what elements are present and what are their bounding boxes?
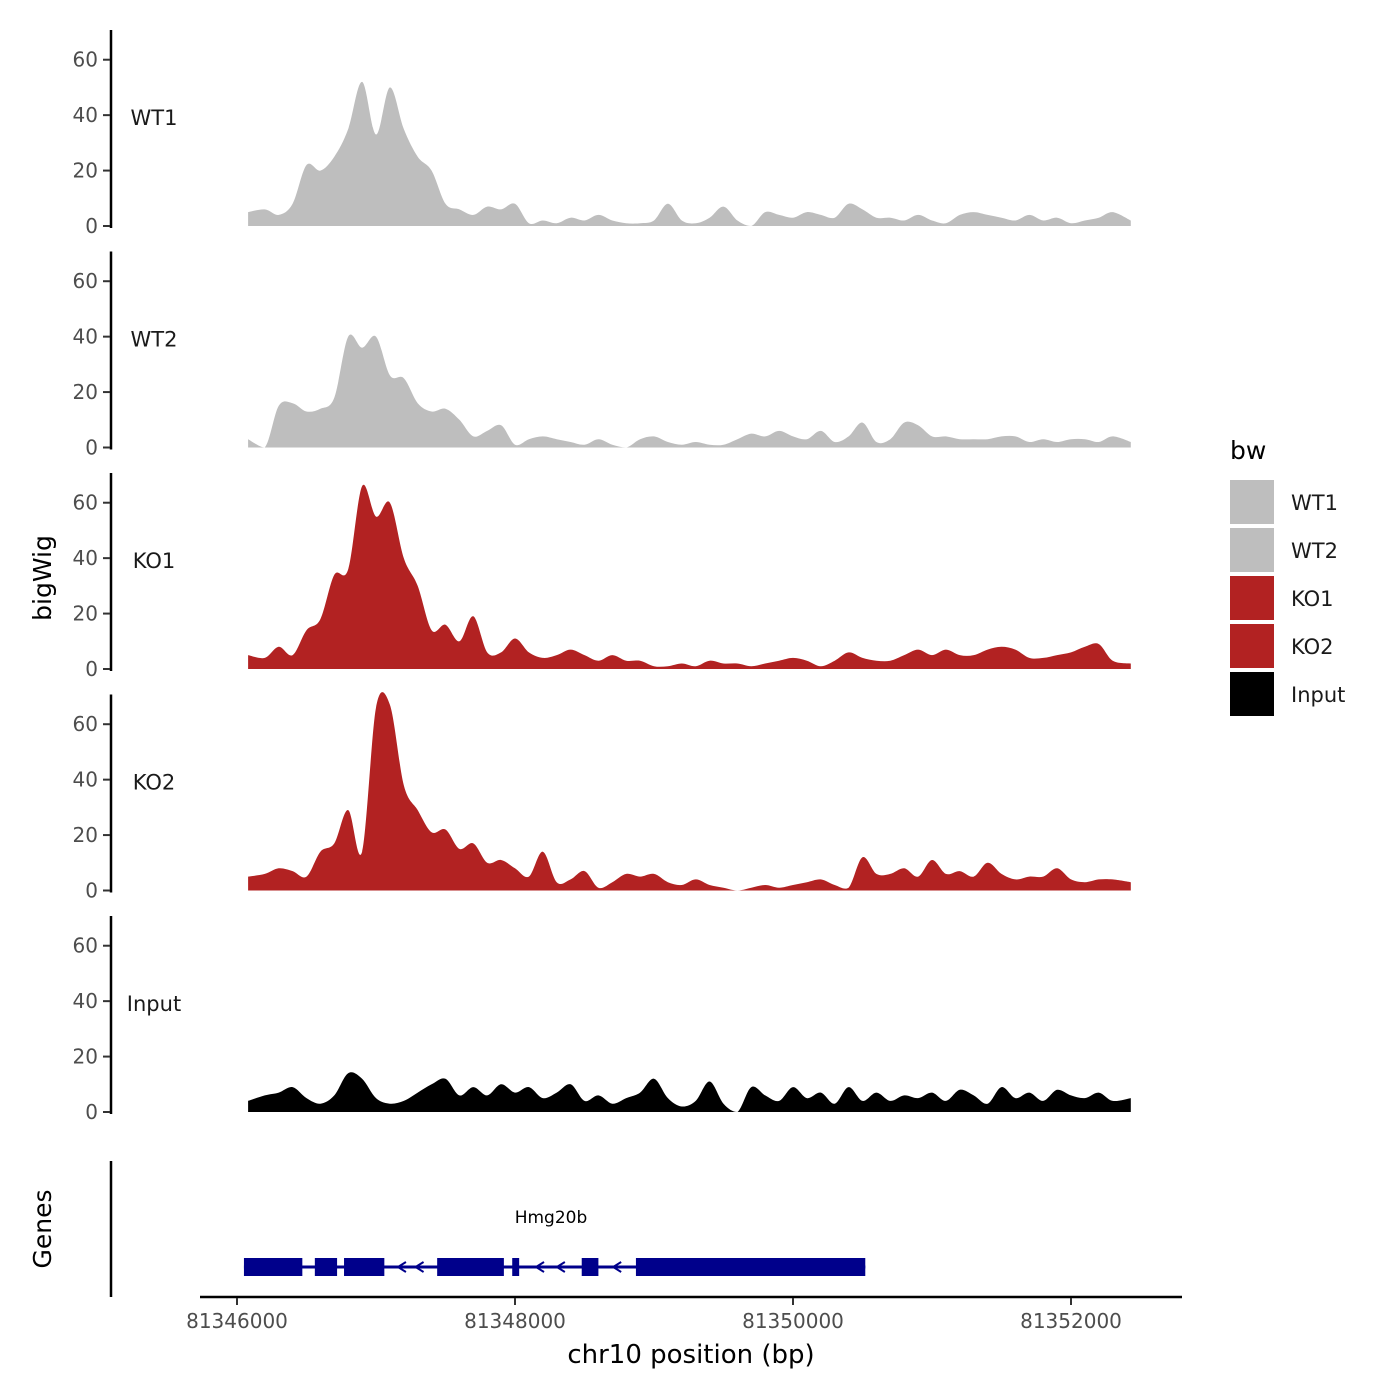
panel-label-input: Input bbox=[127, 992, 181, 1016]
x-axis-ticks: 81346000 81348000 81350000 81352000 bbox=[186, 1298, 1122, 1333]
gene-model bbox=[243, 1258, 866, 1276]
strand-arrow-icon bbox=[554, 1261, 566, 1273]
y-tick-label: 0 bbox=[85, 1100, 98, 1124]
legend-label-ko2: KO2 bbox=[1291, 635, 1334, 659]
panel-label-ko1: KO1 bbox=[133, 549, 176, 573]
legend-key-wt2 bbox=[1230, 528, 1274, 572]
y-tick-label: 20 bbox=[73, 1045, 98, 1069]
x-tick-label: 81352000 bbox=[1020, 1309, 1122, 1333]
coverage-area-wt2 bbox=[248, 334, 1131, 448]
panel-label-wt1: WT1 bbox=[131, 106, 178, 130]
panel-label-ko2: KO2 bbox=[133, 770, 176, 794]
y-tick-label: 0 bbox=[85, 436, 98, 460]
y-tick-label: 60 bbox=[73, 712, 98, 736]
strand-arrow-icon bbox=[611, 1261, 622, 1273]
coverage-area-wt1 bbox=[248, 81, 1131, 226]
gene-exon bbox=[635, 1258, 866, 1276]
gene-track: Genes Hmg20b bbox=[28, 1161, 866, 1297]
legend: bw WT1 WT2 KO1 KO2 Input bbox=[1230, 436, 1345, 716]
y-tick-label: 60 bbox=[73, 934, 98, 958]
coverage-area-input bbox=[248, 1072, 1131, 1112]
y-tick-label: 40 bbox=[73, 989, 98, 1013]
coverage-y-axis-title: bigWig bbox=[28, 535, 57, 621]
gene-exon bbox=[437, 1258, 504, 1276]
gene-exon bbox=[581, 1258, 599, 1276]
y-tick-label: 0 bbox=[85, 657, 98, 681]
coverage-area-ko2 bbox=[248, 692, 1131, 891]
x-axis-title: chr10 position (bp) bbox=[567, 1340, 814, 1370]
y-tick-label: 40 bbox=[73, 325, 98, 349]
y-tick-label: 20 bbox=[73, 159, 98, 183]
y-tick-label: 20 bbox=[73, 602, 98, 626]
panel-input: 0 20 40 60 Input bbox=[73, 916, 1131, 1124]
strand-arrow-icon bbox=[534, 1261, 545, 1273]
coverage-area-ko1 bbox=[248, 484, 1131, 669]
gene-exon bbox=[512, 1258, 520, 1276]
y-tick-label: 0 bbox=[85, 879, 98, 903]
legend-label-input: Input bbox=[1291, 683, 1345, 707]
y-tick-label: 60 bbox=[73, 491, 98, 515]
strand-arrow-icon bbox=[396, 1261, 407, 1273]
y-tick-label: 0 bbox=[85, 214, 98, 238]
gene-exon bbox=[314, 1258, 338, 1276]
legend-key-input bbox=[1230, 672, 1274, 716]
legend-title: bw bbox=[1230, 436, 1266, 465]
x-tick-label: 81346000 bbox=[186, 1309, 288, 1333]
gene-exon bbox=[344, 1258, 385, 1276]
panel-ko2: 0 20 40 60 KO2 bbox=[73, 692, 1131, 903]
gene-exon bbox=[243, 1258, 303, 1276]
y-tick-label: 40 bbox=[73, 546, 98, 570]
gene-name-label: Hmg20b bbox=[515, 1208, 588, 1228]
legend-key-ko2 bbox=[1230, 624, 1274, 668]
legend-key-wt1 bbox=[1230, 480, 1274, 524]
y-tick-label: 60 bbox=[73, 269, 98, 293]
legend-label-wt2: WT2 bbox=[1291, 539, 1338, 563]
y-tick-label: 20 bbox=[73, 380, 98, 404]
legend-key-ko1 bbox=[1230, 576, 1274, 620]
legend-label-wt1: WT1 bbox=[1291, 491, 1338, 515]
strand-arrow-icon bbox=[413, 1261, 425, 1273]
y-tick-label: 20 bbox=[73, 823, 98, 847]
x-tick-label: 81348000 bbox=[464, 1309, 566, 1333]
panel-wt1: 0 20 40 60 WT1 bbox=[73, 30, 1131, 238]
y-tick-label: 60 bbox=[73, 48, 98, 72]
x-tick-label: 81350000 bbox=[742, 1309, 844, 1333]
y-tick-label: 40 bbox=[73, 768, 98, 792]
x-axis: 81346000 81348000 81350000 81352000 chr10 p… bbox=[186, 1295, 1182, 1370]
y-tick-label: 40 bbox=[73, 103, 98, 127]
panel-label-wt2: WT2 bbox=[131, 327, 178, 351]
panel-wt2: 0 20 40 60 WT2 bbox=[73, 251, 1131, 460]
coverage-tracks: 0 20 40 60 WT1 0 20 40 60 WT2 0 20 40 60 KO1 0 20 40 60 KO2… bbox=[73, 30, 1131, 1124]
gene-track-y-axis-title: Genes bbox=[28, 1189, 57, 1268]
legend-label-ko1: KO1 bbox=[1291, 587, 1334, 611]
panel-ko1: 0 20 40 60 KO1 bbox=[73, 473, 1131, 681]
legend-items: WT1 WT2 KO1 KO2 Input bbox=[1230, 480, 1345, 716]
